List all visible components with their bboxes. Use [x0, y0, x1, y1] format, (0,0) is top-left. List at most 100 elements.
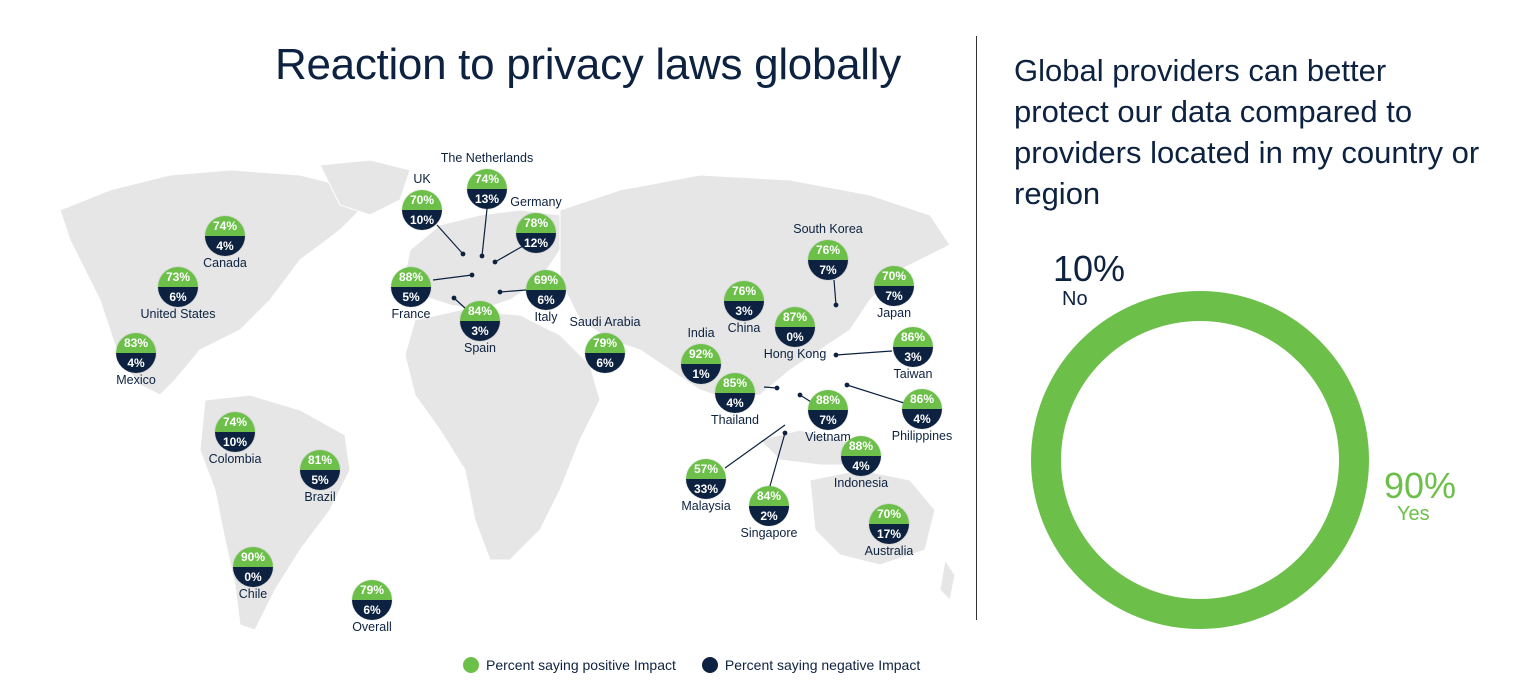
negative-value: 2%: [749, 506, 789, 526]
positive-value: 83%: [116, 333, 156, 353]
legend-positive: Percent saying positive Impact: [463, 657, 676, 673]
country-badge: 81% 5%: [300, 450, 340, 490]
country-name: Indonesia: [833, 476, 889, 490]
positive-swatch: [463, 657, 479, 673]
country-name: Singapore: [740, 526, 798, 540]
country-badge: 79% 6%: [585, 333, 625, 373]
positive-value: 84%: [460, 301, 500, 321]
country-italy: 69% 6% Italy: [471, 270, 621, 380]
country-name: Hong Kong: [763, 347, 827, 361]
country-india: 92% 1% India: [626, 326, 776, 454]
country-chile: 90% 0% Chile: [178, 547, 328, 657]
country-name: Colombia: [208, 452, 262, 466]
negative-value: 7%: [808, 260, 848, 280]
country-south-korea: 76% 7% South Korea: [753, 222, 903, 350]
country-badge: 88% 7%: [808, 390, 848, 430]
country-hong-kong: 87% 0% Hong Kong: [720, 307, 870, 417]
negative-value: 5%: [391, 287, 431, 307]
negative-value: 3%: [460, 321, 500, 341]
country-badge: 90% 0%: [233, 547, 273, 587]
positive-value: 74%: [215, 412, 255, 432]
greenland-shape: [319, 159, 411, 216]
country-name: Saudi Arabia: [569, 315, 641, 329]
country-badge: 78% 12%: [516, 213, 556, 253]
country-uk: 70% 10% UK: [347, 172, 497, 300]
country-badge: 74% 10%: [215, 412, 255, 452]
negative-value: 10%: [215, 432, 255, 452]
country-badge: 79% 6%: [352, 580, 392, 620]
country-badge: 86% 3%: [893, 327, 933, 367]
country-colombia: 74% 10% Colombia: [160, 412, 310, 522]
country-japan: 70% 7% Japan: [819, 266, 969, 376]
vertical-divider: [976, 36, 977, 620]
positive-value: 70%: [869, 504, 909, 524]
negative-value: 7%: [874, 286, 914, 306]
legend: Percent saying positive Impact Percent s…: [463, 657, 946, 673]
no-percent: 10%: [1053, 248, 1126, 289]
yes-percent: 90%: [1384, 465, 1457, 506]
country-badge: 84% 2%: [749, 486, 789, 526]
positive-value: 76%: [724, 281, 764, 301]
country-badge: 74% 4%: [205, 216, 245, 256]
positive-value: 86%: [902, 389, 942, 409]
positive-value: 76%: [808, 240, 848, 260]
country-name: Taiwan: [893, 367, 933, 381]
country-badge: 83% 4%: [116, 333, 156, 373]
country-canada: 74% 4% Canada: [150, 216, 300, 326]
positive-value: 88%: [391, 267, 431, 287]
country-badge: 70% 7%: [874, 266, 914, 306]
legend-positive-label: Percent saying positive Impact: [486, 657, 676, 673]
country-badge: 88% 4%: [841, 436, 881, 476]
country-badge: 70% 10%: [402, 190, 442, 230]
no-label: No: [1062, 288, 1088, 310]
country-saudi-arabia: 79% 6% Saudi Arabia: [530, 315, 680, 443]
negative-value: 4%: [116, 353, 156, 373]
positive-value: 88%: [808, 390, 848, 410]
country-badge: 84% 3%: [460, 301, 500, 341]
africa-shape: [404, 309, 601, 561]
positive-value: 90%: [233, 547, 273, 567]
country-name: The Netherlands: [440, 151, 534, 165]
negative-value: 0%: [775, 327, 815, 347]
negative-value: 6%: [585, 353, 625, 373]
positive-value: 74%: [467, 169, 507, 189]
positive-value: 84%: [749, 486, 789, 506]
new-zealand-shape: [939, 558, 956, 602]
country-spain: 84% 3% Spain: [405, 301, 555, 411]
negative-value: 5%: [300, 470, 340, 490]
positive-value: 57%: [686, 459, 726, 479]
positive-value: 79%: [352, 580, 392, 600]
country-name: Philippines: [891, 429, 953, 443]
page-title: Reaction to privacy laws globally: [275, 40, 901, 89]
country-name: India: [687, 326, 715, 340]
negative-value: 3%: [893, 347, 933, 367]
positive-value: 70%: [874, 266, 914, 286]
country-badge: 69% 6%: [526, 270, 566, 310]
country-badge: 76% 3%: [724, 281, 764, 321]
country-name: Mexico: [116, 373, 156, 387]
negative-value: 4%: [715, 393, 755, 413]
country-name: Japan: [876, 306, 912, 320]
negative-value: 3%: [724, 301, 764, 321]
country-philippines: 86% 4% Philippines: [847, 389, 997, 499]
country-name: Overall: [352, 620, 392, 634]
country-name: Chile: [238, 587, 268, 601]
negative-value: 17%: [869, 524, 909, 544]
country-name: Australia: [864, 544, 914, 558]
negative-swatch: [701, 657, 718, 673]
country-name: China: [727, 321, 761, 335]
country-france: 88% 5% France: [336, 267, 486, 377]
positive-value: 70%: [402, 190, 442, 210]
country-singapore: 84% 2% Singapore: [694, 486, 844, 596]
donut-yes-arc: [1031, 291, 1369, 629]
country-mexico: 83% 4% Mexico: [61, 333, 211, 443]
negative-value: 7%: [808, 410, 848, 430]
legend-negative: Percent saying negative Impact: [701, 657, 920, 673]
negative-value: 13%: [467, 189, 507, 209]
positive-value: 79%: [585, 333, 625, 353]
negative-value: 10%: [402, 210, 442, 230]
country-name: Vietnam: [805, 430, 851, 444]
country-badge: 88% 5%: [391, 267, 431, 307]
country-the-netherlands: 74% 13% The Netherlands: [412, 151, 562, 279]
country-united-states: 73% 6% United States: [103, 267, 253, 377]
